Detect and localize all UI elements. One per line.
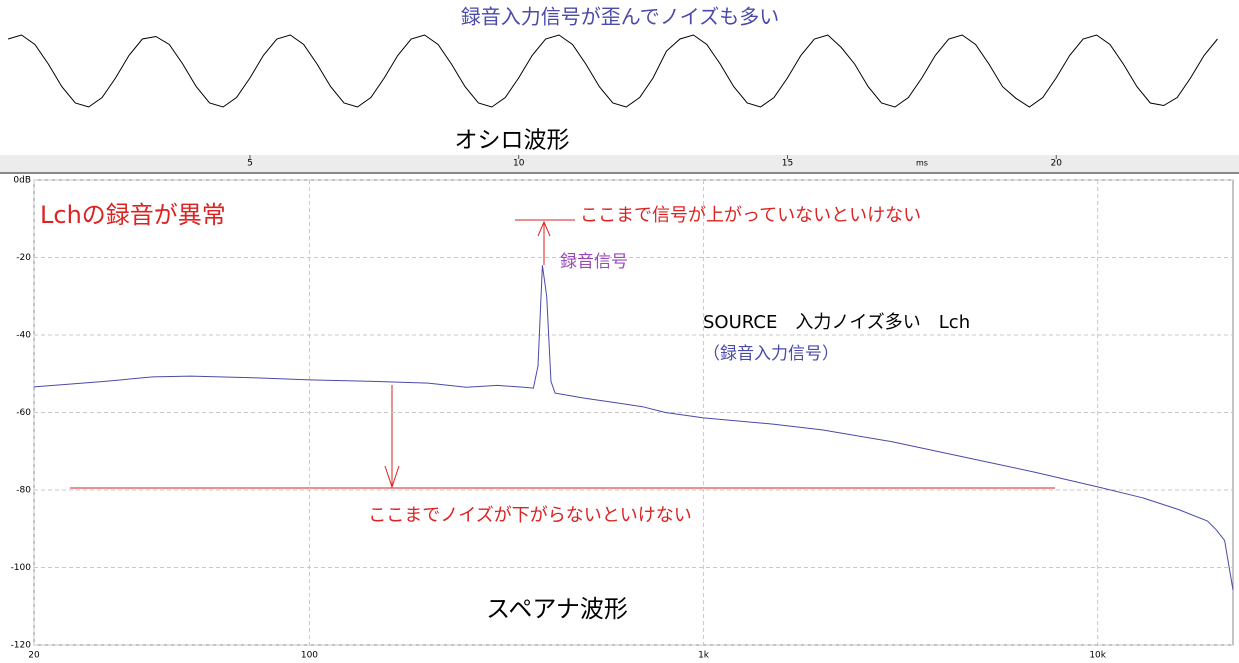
x-tick-label: 1k xyxy=(698,651,710,661)
annotation: （録音入力信号） xyxy=(703,344,839,364)
y-tick-label: -60 xyxy=(16,408,31,418)
x-tick-label: 20 xyxy=(1051,159,1063,169)
x-tick-label: 15 xyxy=(782,159,793,169)
trace xyxy=(33,265,1234,591)
annotation: 録音信号 xyxy=(560,252,628,272)
annotation: SOURCE 入力ノイズ多い Lch xyxy=(703,312,970,333)
arrow-head xyxy=(384,465,400,489)
scope-axis-strip xyxy=(0,155,1239,172)
x-tick-label: 20 xyxy=(28,651,40,661)
x-tick-label: 10 xyxy=(513,159,525,169)
y-tick-label: 0dB xyxy=(13,176,31,186)
y-tick-label: -120 xyxy=(11,641,32,651)
y-tick-label: -100 xyxy=(11,563,32,573)
y-tick-label: -40 xyxy=(16,331,31,341)
annotation: ここまでノイズが下がらないといけない xyxy=(368,505,691,526)
x-axis-unit: ms xyxy=(916,159,928,168)
y-tick-label: -20 xyxy=(16,253,31,263)
trace xyxy=(7,34,1218,108)
x-tick-label: 100 xyxy=(301,651,318,661)
x-tick-label: 10k xyxy=(1089,651,1106,661)
x-tick-label: 5 xyxy=(247,159,253,169)
y-tick-label: -80 xyxy=(16,486,31,496)
annotation: ここまで信号が上がっていないといけない xyxy=(580,205,921,226)
annotation: 録音入力信号が歪んでノイズも多い xyxy=(461,5,779,29)
arrow-head xyxy=(537,220,551,237)
annotation: オシロ波形 xyxy=(455,128,570,154)
annotation: Lchの録音が異常 xyxy=(40,201,226,229)
annotation: スペアナ波形 xyxy=(486,595,628,623)
